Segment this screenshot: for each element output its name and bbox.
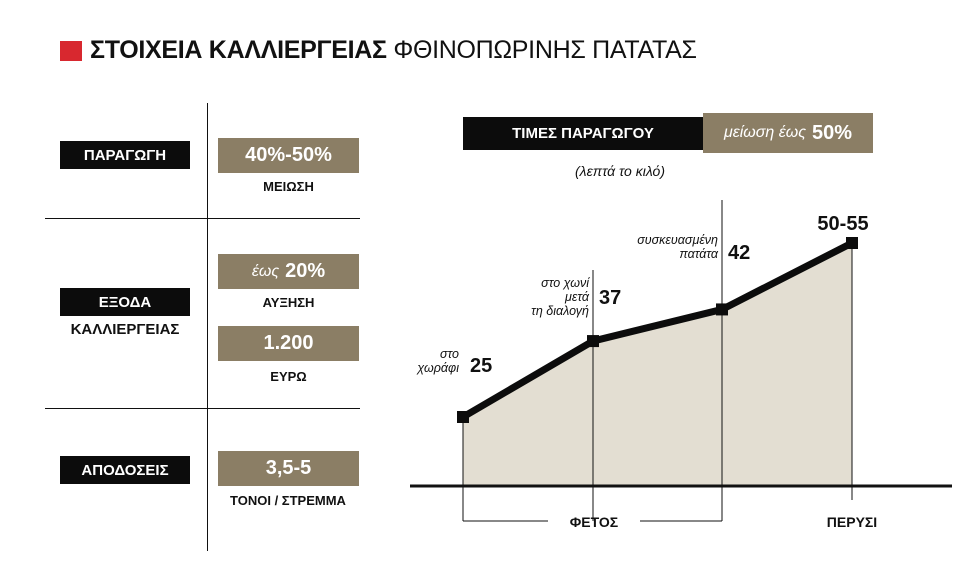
- production-caption: ΜΕΙΩΣΗ: [263, 179, 314, 194]
- data-label: 37: [599, 287, 621, 309]
- chart-unit: (λεπτά το κιλό): [575, 163, 665, 179]
- data-label: 42: [728, 242, 750, 264]
- data-point: [716, 303, 728, 316]
- chart-header-note-value: 50%: [812, 121, 853, 144]
- series-line: [461, 239, 854, 421]
- costs-increase-caption: ΑΥΞΗΣΗ: [262, 295, 315, 310]
- yields-value: 3,5-5: [218, 451, 359, 486]
- point-note: στο: [440, 347, 459, 361]
- table-divider-1: [45, 218, 360, 219]
- table-divider-2: [45, 408, 360, 409]
- chart-header-note: μείωση έως 50%: [703, 113, 873, 153]
- costs-euro-value: 1.200: [218, 326, 359, 361]
- x-group-label: ΦΕΤΟΣ: [570, 514, 618, 530]
- costs-label: ΕΞΟΔΑ: [60, 288, 190, 316]
- page-title: ΣΤΟΙΧΕΙΑ ΚΑΛΛΙΕΡΓΕΙΑΣ ΦΘΙΝΟΠΩΡΙΝΗΣ ΠΑΤΑΤ…: [90, 36, 697, 65]
- point-note: τη διαλογή: [531, 304, 589, 318]
- costs-increase-prefix: έως: [251, 262, 280, 280]
- chart-area: [463, 243, 852, 486]
- table-divider-vertical: [207, 103, 208, 551]
- chart-header-note-prefix: μείωση έως: [723, 124, 807, 141]
- costs-increase-number: 20%: [285, 260, 326, 282]
- data-point: [587, 335, 599, 348]
- point-note: συσκευασμένη: [637, 233, 718, 247]
- yields-caption: ΤΟΝΟΙ / ΣΤΡΕΜΜΑ: [230, 493, 346, 508]
- data-point: [457, 411, 469, 423]
- production-value: 40%-50%: [218, 138, 359, 173]
- costs-euro-caption: ΕΥΡΩ: [270, 369, 307, 384]
- data-label: 25: [470, 355, 492, 377]
- point-note: πατάτα: [679, 247, 718, 261]
- costs-label-2: ΚΑΛΛΙΕΡΓΕΙΑΣ: [70, 321, 180, 338]
- point-note: στο χωνί: [541, 276, 590, 290]
- costs-increase-value: έως 20%: [218, 254, 359, 289]
- data-point: [846, 237, 858, 249]
- title-bold: ΣΤΟΙΧΕΙΑ ΚΑΛΛΙΕΡΓΕΙΑΣ: [90, 36, 387, 64]
- x-group-label: ΠΕΡΥΣΙ: [827, 514, 877, 530]
- point-note: χωράφι: [416, 361, 459, 375]
- title-marker: [60, 41, 82, 61]
- point-note: μετά: [564, 290, 590, 304]
- title-normal: ΦΘΙΝΟΠΩΡΙΝΗΣ ΠΑΤΑΤΑΣ: [393, 36, 697, 64]
- yields-label: ΑΠΟΔΟΣΕΙΣ: [60, 456, 190, 484]
- data-label: 50-55: [817, 213, 868, 235]
- production-label: ΠΑΡΑΓΩΓΗ: [60, 141, 190, 169]
- chart-header-label: ΤΙΜΕΣ ΠΑΡΑΓΩΓΟΥ: [463, 117, 703, 150]
